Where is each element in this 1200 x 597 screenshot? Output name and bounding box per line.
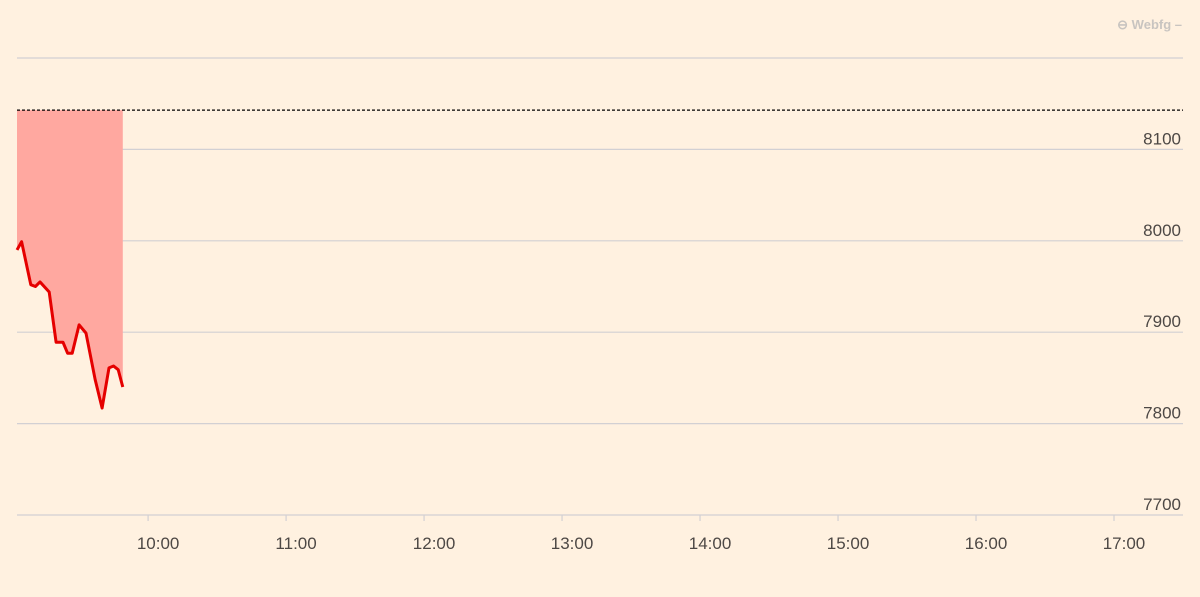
x-tick-label: 12:00: [413, 534, 456, 553]
y-tick-label: 7700: [1143, 495, 1181, 514]
y-tick-label: 7800: [1143, 404, 1181, 423]
x-tick-label: 15:00: [827, 534, 870, 553]
x-tick-label: 11:00: [275, 534, 316, 553]
x-tick-label: 16:00: [965, 534, 1008, 553]
price-line: [15, 240, 125, 410]
chart-credit: ⊖ Webfg –: [1117, 17, 1182, 32]
x-tick-label: 14:00: [689, 534, 732, 553]
y-tick-label: 7900: [1143, 312, 1181, 331]
x-tick-label: 17:00: [1103, 534, 1146, 553]
y-tick-label: 8100: [1143, 129, 1181, 148]
y-tick-label: 8000: [1143, 221, 1181, 240]
x-tick-label: 10:00: [137, 534, 180, 553]
area-fill: [17, 110, 123, 409]
x-tick-label: 13:00: [551, 534, 594, 553]
